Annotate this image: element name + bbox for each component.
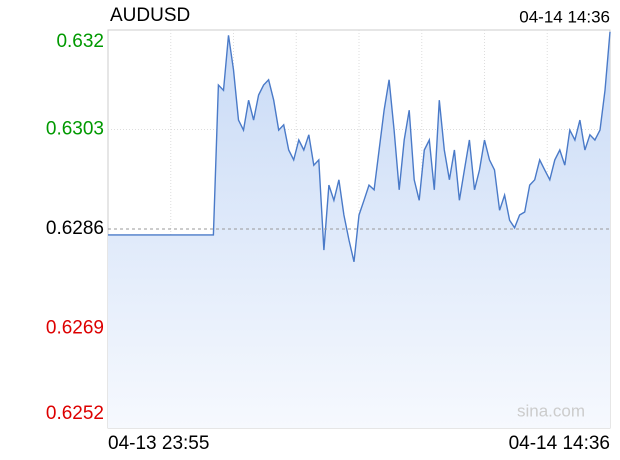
price-line xyxy=(108,31,611,262)
x-tick-label: 04-13 23:55 xyxy=(108,433,209,454)
y-tick-label: 0.632 xyxy=(56,31,104,52)
timestamp: 04-14 14:36 xyxy=(519,7,610,26)
y-tick-label: 0.6286 xyxy=(46,218,104,239)
y-tick-label: 0.6269 xyxy=(46,318,104,339)
area xyxy=(108,31,610,429)
chart-title: AUDUSD xyxy=(110,5,190,26)
y-tick-label: 0.6252 xyxy=(46,403,104,424)
watermark: sina.com xyxy=(517,401,585,420)
y-tick-label: 0.6303 xyxy=(46,119,104,140)
x-tick-label: 04-14 14:36 xyxy=(509,433,610,454)
